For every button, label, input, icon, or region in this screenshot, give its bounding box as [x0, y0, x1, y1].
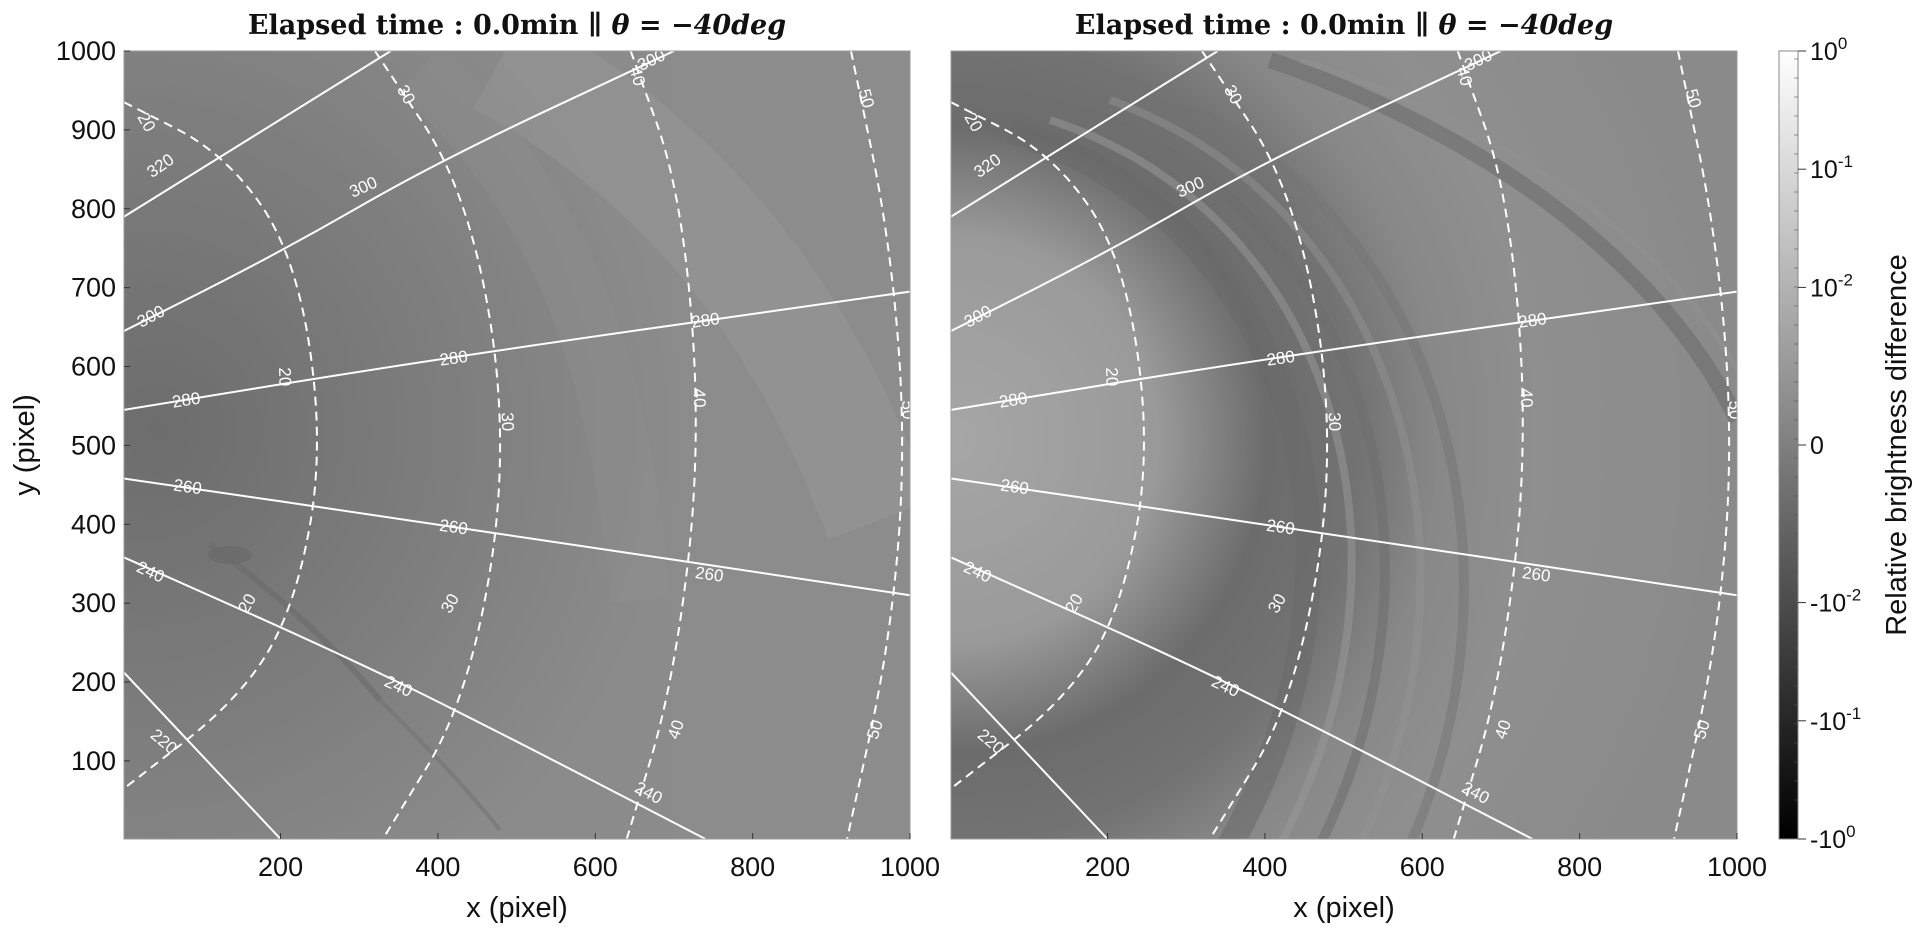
- longitude-contour: [951, 556, 1533, 839]
- colorbar-tick-label: -100: [1810, 822, 1856, 854]
- contour-label: 260: [1265, 516, 1296, 539]
- contour-label: 260: [172, 476, 203, 499]
- colorbar-tick-label: 10-2: [1810, 270, 1853, 302]
- x-tick-label: 600: [573, 852, 618, 882]
- left-y-ticks: 100 200 300 400 500 600 700 800 900 1000: [56, 36, 130, 776]
- latitude-contour: [1673, 51, 1731, 839]
- longitude-contour: [951, 671, 1109, 839]
- left-panel-title: Elapsed time : 0.0min ∥ θ = −40deg: [248, 10, 786, 41]
- left-heatmap: 3203003003002802802802602602602402402402…: [124, 51, 918, 839]
- y-tick-label: 1000: [56, 36, 116, 66]
- colorbar-label: Relative brightness difference: [1881, 254, 1913, 636]
- contour-label: 20: [1102, 367, 1122, 387]
- contour-label: 30: [1325, 412, 1345, 432]
- x-tick-label: 600: [1400, 852, 1445, 882]
- x-tick-label: 200: [258, 852, 303, 882]
- left-x-axis-label: x (pixel): [466, 892, 568, 924]
- longitude-contour: [951, 51, 1502, 332]
- y-tick-label: 200: [71, 667, 116, 697]
- y-tick-label: 100: [71, 746, 116, 776]
- colorbar-tick-label: 100: [1810, 34, 1847, 66]
- longitude-contour: [124, 671, 282, 839]
- left-x-ticks: 200 400 600 800 1000: [258, 833, 940, 882]
- y-tick-label: 700: [71, 273, 116, 303]
- left-y-axis-label: y (pixel): [9, 394, 41, 496]
- latitude-contour: [374, 51, 502, 839]
- longitude-contour: [124, 290, 910, 411]
- contour-label: 280: [438, 347, 469, 370]
- contour-label: 40: [1517, 388, 1537, 408]
- right-plot-frame: [950, 50, 1738, 840]
- contour-label: 260: [1521, 563, 1552, 586]
- contour-label: 40: [664, 718, 688, 742]
- contour-label: 40: [690, 388, 710, 408]
- contour-label: 50: [863, 718, 887, 742]
- y-tick-label: 800: [71, 194, 116, 224]
- contour-label: 40: [626, 65, 649, 88]
- contour-label: 50: [855, 87, 878, 110]
- left-panel: Elapsed time : 0.0min ∥ θ = −40deg 32030…: [9, 10, 940, 924]
- contour-label: 50: [1690, 718, 1714, 742]
- longitude-contour: [124, 51, 392, 218]
- x-tick-label: 1000: [1707, 852, 1767, 882]
- longitude-contour: [124, 51, 675, 332]
- colorbar: 100 10-1 10-2 0 -10-2 -10-1 -100 Relative brig…: [1778, 34, 1913, 854]
- contour-label: 280: [1265, 347, 1296, 370]
- y-tick-label: 400: [71, 509, 116, 539]
- longitude-contour: [951, 290, 1737, 411]
- colorbar-tick-label: -10-1: [1810, 704, 1861, 736]
- right-x-ticks: 200 400 600 800 1000: [1085, 833, 1767, 882]
- right-heatmap: 3203003003002802802802602602602402402402…: [951, 51, 1745, 839]
- contour-label: 260: [694, 563, 725, 586]
- contour-label: 280: [1517, 309, 1548, 332]
- latitude-contour: [846, 51, 904, 839]
- latitude-contour: [625, 51, 697, 839]
- latitude-contour: [124, 101, 318, 790]
- latitude-contour: [1201, 51, 1329, 839]
- contour-label: 280: [171, 389, 202, 412]
- contour-label: 20: [275, 367, 295, 387]
- latitude-contour: [951, 101, 1145, 790]
- right-x-axis-label: x (pixel): [1293, 892, 1395, 924]
- latitude-contour: [1452, 51, 1524, 839]
- x-tick-label: 800: [730, 852, 775, 882]
- y-tick-label: 900: [71, 115, 116, 145]
- colorbar-tick-label: 0: [1810, 432, 1824, 460]
- x-tick-label: 200: [1085, 852, 1130, 882]
- contour-label: 280: [998, 389, 1029, 412]
- y-tick-label: 300: [71, 588, 116, 618]
- longitude-contour: [951, 51, 1219, 218]
- longitude-contour: [951, 477, 1737, 597]
- contour-label: 50: [1682, 87, 1705, 110]
- contour-label: 280: [690, 309, 721, 332]
- contour-label: 40: [1453, 65, 1476, 88]
- x-tick-label: 400: [1242, 852, 1287, 882]
- contour-label: 30: [498, 412, 518, 432]
- colorbar-tick-label: 10-1: [1810, 152, 1853, 184]
- right-panel: Elapsed time : 0.0min ∥ θ = −40deg 32030…: [950, 10, 1767, 924]
- contour-label: 50: [1725, 400, 1745, 420]
- contour-label: 50: [898, 400, 918, 420]
- y-tick-label: 500: [71, 430, 116, 460]
- x-tick-label: 400: [415, 852, 460, 882]
- x-tick-label: 1000: [880, 852, 940, 882]
- colorbar-ticks: 100 10-1 10-2 0 -10-2 -10-1 -100: [1794, 34, 1861, 854]
- y-tick-label: 600: [71, 352, 116, 382]
- longitude-contour: [124, 556, 706, 839]
- colorbar-tick-label: -10-2: [1810, 586, 1861, 618]
- contour-label: 260: [438, 516, 469, 539]
- contour-label: 40: [1491, 718, 1515, 742]
- longitude-contour: [124, 477, 910, 597]
- x-tick-label: 800: [1557, 852, 1602, 882]
- contour-label: 260: [999, 476, 1030, 499]
- colorbar-gradient: [1778, 50, 1799, 840]
- right-panel-title: Elapsed time : 0.0min ∥ θ = −40deg: [1075, 10, 1613, 41]
